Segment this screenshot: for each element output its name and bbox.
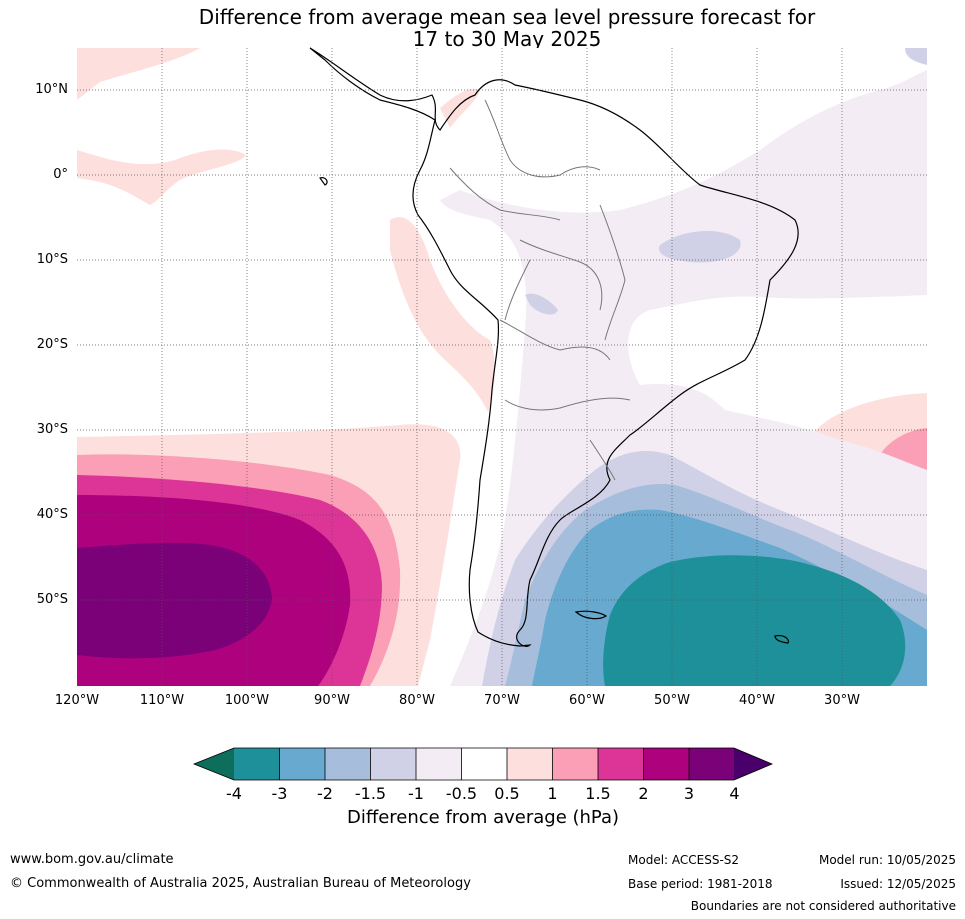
lat-label-40s: 40°S <box>36 507 68 522</box>
colorbar-tick: -0.5 <box>445 784 478 803</box>
lon-label-50w: 50°W <box>654 693 690 708</box>
base-period: Base period: 1981-2018 <box>628 877 773 891</box>
lon-label-120w: 120°W <box>54 693 100 708</box>
coastlines <box>309 47 799 647</box>
copyright-text: © Commonwealth of Australia 2025, Austra… <box>10 876 471 891</box>
lon-label-110w: 110°W <box>139 693 185 708</box>
colorbar-tick: -3 <box>271 784 288 803</box>
colorbar-tick: -1 <box>408 784 424 803</box>
lon-label-40w: 40°W <box>739 693 775 708</box>
colorbar-tick: 2 <box>638 784 649 803</box>
anomaly-patch-eq <box>77 149 246 205</box>
lat-label-0: 0° <box>53 167 68 182</box>
anomaly-patch-ne <box>905 48 927 65</box>
colorbar-segment <box>507 748 553 780</box>
lat-label-10n: 10°N <box>35 82 68 97</box>
colorbar-segment <box>416 748 462 780</box>
colorbar-tick: -4 <box>226 784 242 803</box>
lat-label-10s: 10°S <box>36 252 68 267</box>
lon-label-70w: 70°W <box>484 693 520 708</box>
boundaries-disclaimer: Boundaries are not considered authoritat… <box>690 899 956 913</box>
anomaly-patch-nw <box>77 48 200 100</box>
colorbar-segment <box>598 748 644 780</box>
lon-label-100w: 100°W <box>224 693 270 708</box>
colorbar-above-max-arrow <box>734 748 772 780</box>
model-run-date: Model run: 10/05/2025 <box>818 853 956 867</box>
colorbar-tick: 3 <box>683 784 695 803</box>
anomaly-patch-bolivia <box>525 293 558 315</box>
colorbar-segment <box>279 748 325 780</box>
colorbar-tick: -2 <box>317 784 333 803</box>
colorbar-segment <box>643 748 689 780</box>
model-name: Model: ACCESS-S2 <box>628 853 740 867</box>
colorbar-tick: 0.5 <box>494 784 520 803</box>
anomaly-contour-3 <box>77 542 272 659</box>
anomaly-patch-brazil <box>659 230 741 263</box>
colorbar-segment <box>689 748 735 780</box>
anomaly-patch-panama <box>440 88 480 128</box>
colorbar-tick: 1 <box>547 784 558 803</box>
map-title-line1: Difference from average mean sea level p… <box>198 5 816 29</box>
country-borders <box>449 99 631 481</box>
colorbar-segment <box>461 748 507 780</box>
colorbar-segment <box>325 748 371 780</box>
lat-label-50s: 50°S <box>36 592 68 607</box>
anomaly-patch-peru <box>390 216 495 412</box>
anomaly-contour-neg3 <box>603 555 906 686</box>
lon-label-60w: 60°W <box>569 693 605 708</box>
colorbar-label: Difference from average (hPa) <box>346 807 620 828</box>
issued-date: Issued: 12/05/2025 <box>840 877 956 891</box>
colorbar-tick: 4 <box>729 784 740 803</box>
colorbar-tick: -1.5 <box>354 784 387 803</box>
colorbar-segment <box>234 748 280 780</box>
colorbar-segment <box>370 748 416 780</box>
colorbar-below-min-arrow <box>194 748 234 780</box>
lat-label-20s: 20°S <box>36 337 68 352</box>
lon-label-80w: 80°W <box>399 693 435 708</box>
map-title-line2: 17 to 30 May 2025 <box>412 27 602 51</box>
graticule <box>77 48 927 686</box>
lon-label-30w: 30°W <box>824 693 860 708</box>
colorbar-outline <box>192 747 774 781</box>
colorbar-tick: 1.5 <box>585 784 611 803</box>
colorbar <box>192 747 774 781</box>
colorbar-segment <box>552 748 598 780</box>
lat-label-30s: 30°S <box>36 422 68 437</box>
lon-label-90w: 90°W <box>314 693 350 708</box>
website-link[interactable]: www.bom.gov.au/climate <box>10 852 174 867</box>
